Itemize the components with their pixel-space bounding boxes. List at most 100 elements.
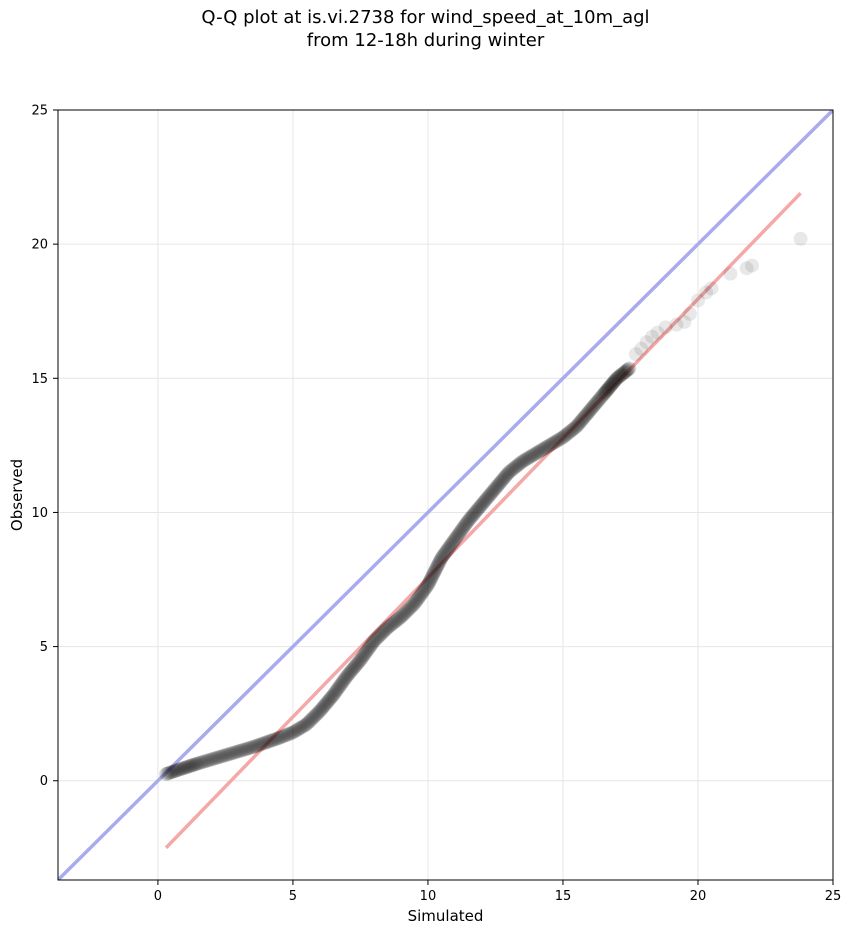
x-axis-label: Simulated — [408, 907, 484, 925]
qq-point — [555, 430, 570, 445]
qq-point — [598, 385, 613, 400]
qq-point — [347, 660, 362, 675]
qq-point — [463, 511, 478, 526]
qq-point — [342, 665, 357, 680]
qq-point — [244, 740, 259, 755]
qq-point — [179, 760, 194, 775]
qq-point — [428, 562, 443, 577]
qq-point — [614, 367, 629, 382]
qq-point — [605, 376, 620, 391]
qq-point — [400, 603, 415, 618]
qq-point — [405, 598, 420, 613]
qq-point — [562, 424, 577, 439]
qq-point — [378, 622, 393, 637]
qq-point — [416, 583, 431, 598]
qq-point — [531, 444, 546, 459]
qq-point — [387, 615, 402, 630]
qq-point — [467, 505, 482, 520]
qq-point — [591, 392, 606, 407]
qq-point — [589, 395, 604, 410]
qq-point — [528, 446, 543, 461]
qq-point — [600, 382, 615, 397]
qq-point — [208, 751, 223, 766]
qq-point — [351, 655, 366, 670]
qq-point — [221, 747, 236, 762]
qq-point — [472, 500, 487, 515]
qq-point — [503, 464, 518, 479]
qq-point — [514, 455, 529, 470]
qq-point — [369, 632, 384, 647]
qq-point — [422, 575, 437, 590]
qq-point — [621, 362, 636, 377]
qq-point — [544, 436, 559, 451]
qq-point — [217, 748, 232, 763]
qq-point — [444, 536, 459, 551]
qq-point — [214, 749, 229, 764]
qq-point — [176, 761, 191, 776]
qq-point — [306, 710, 321, 725]
qq-point — [322, 692, 337, 707]
qq-point — [575, 412, 590, 427]
qq-point — [560, 426, 575, 441]
qq-point — [398, 605, 413, 620]
reference-lines — [58, 110, 833, 880]
qq-point — [332, 679, 347, 694]
qq-point — [215, 749, 230, 764]
qq-point — [401, 602, 416, 617]
qq-point — [165, 764, 180, 779]
qq-point — [354, 651, 369, 666]
qq-point — [474, 498, 489, 513]
grid — [58, 109, 834, 880]
qq-point — [172, 762, 187, 777]
qq-point — [410, 591, 425, 606]
qq-point — [464, 510, 479, 525]
qq-point — [431, 556, 446, 571]
qq-point — [600, 383, 615, 398]
qq-point — [522, 450, 537, 465]
qq-point — [506, 461, 521, 476]
qq-point-outlier — [723, 266, 738, 281]
qq-point — [542, 438, 557, 453]
qq-point — [615, 366, 630, 381]
qq-point — [432, 554, 447, 569]
qq-point — [434, 551, 449, 566]
qq-point — [582, 403, 597, 418]
qq-point — [236, 742, 251, 757]
qq-point — [256, 736, 271, 751]
qq-point — [260, 735, 275, 750]
qq-point — [382, 619, 397, 634]
qq-point — [316, 699, 331, 714]
qq-point — [576, 411, 591, 425]
qq-point — [373, 628, 388, 643]
qq-point — [449, 529, 464, 544]
qq-point — [573, 415, 588, 430]
qq-point — [171, 762, 186, 777]
qq-point — [593, 390, 608, 405]
qq-point — [517, 453, 532, 467]
qq-point — [415, 584, 430, 599]
qq-point — [447, 533, 462, 548]
qq-point — [325, 688, 340, 703]
qq-point — [394, 609, 409, 624]
qq-point — [262, 734, 277, 749]
qq-point — [177, 760, 192, 775]
qq-point — [365, 636, 380, 651]
qq-point — [606, 375, 621, 390]
qq-point — [362, 640, 377, 655]
qq-point — [430, 558, 445, 573]
qq-point — [285, 725, 300, 740]
qq-point — [183, 758, 198, 773]
qq-point-outlier — [677, 314, 692, 329]
qq-point — [357, 647, 372, 662]
qq-point — [408, 595, 423, 610]
qq-point — [338, 671, 353, 686]
qq-point — [377, 623, 392, 638]
qq-point — [553, 431, 568, 446]
qq-point — [494, 473, 509, 488]
qq-point — [520, 451, 535, 466]
qq-point — [454, 522, 469, 537]
qq-point — [480, 490, 495, 505]
qq-point — [348, 658, 363, 673]
qq-point — [269, 731, 284, 746]
qq-point — [409, 594, 424, 609]
